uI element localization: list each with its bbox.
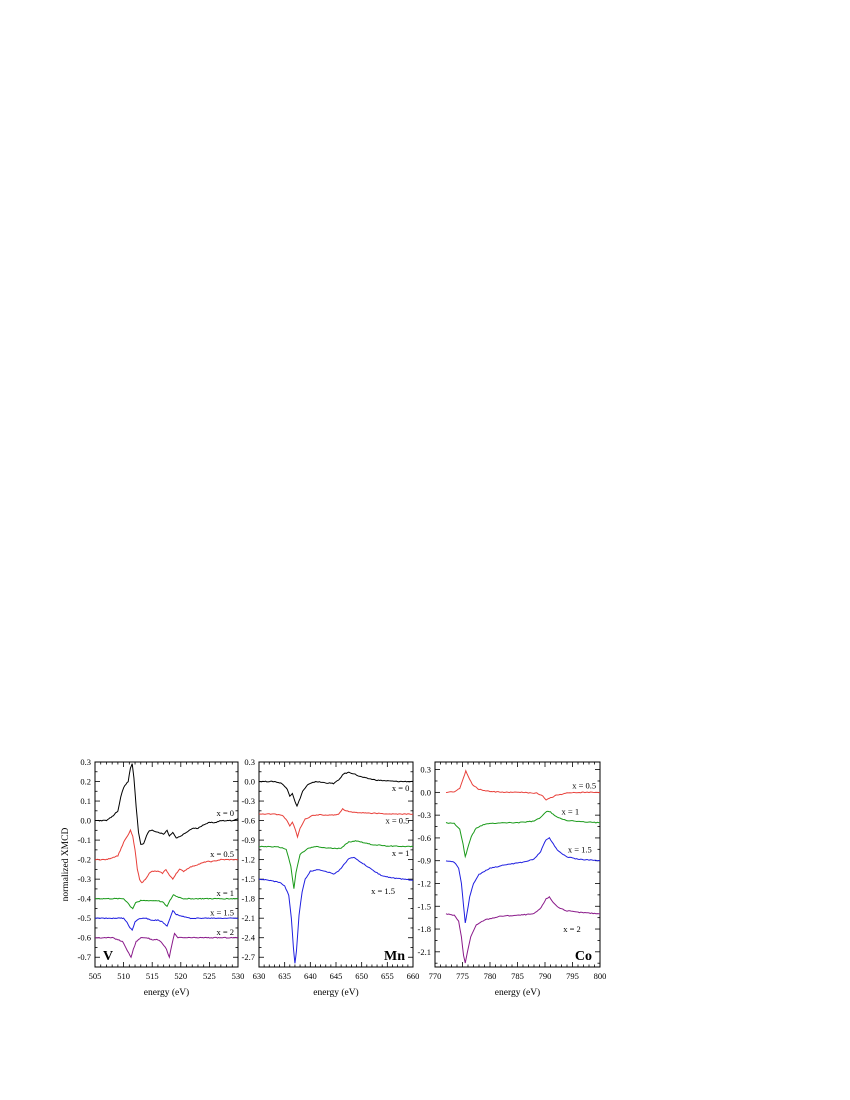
series-label: x = 2: [216, 927, 234, 937]
x-axis-label: energy (eV): [144, 987, 189, 998]
x-tick-label: 525: [203, 971, 216, 981]
y-tick-label: -0.7: [78, 952, 91, 962]
y-tick-label: 0.1: [80, 796, 91, 806]
y-tick-label: 0.2: [80, 777, 91, 787]
y-tick-label: 0.3: [244, 757, 255, 767]
x-tick-label: 520: [174, 971, 187, 981]
y-tick-label: -0.4: [78, 894, 92, 904]
x-tick-label: 655: [381, 971, 394, 981]
panel-mn: 630 635 640 645 650 655 660 0.3 0.0 -0.3 -0.6 -0.9 -…: [242, 757, 420, 998]
x-tick-label: 530: [232, 971, 245, 981]
x-tick-label: 630: [253, 971, 266, 981]
series-label: x = 0: [392, 783, 410, 793]
series-line-x-1.5: [94, 909, 239, 932]
series-label: x = 0.5: [385, 816, 409, 826]
y-tick-label: -1.8: [242, 894, 255, 904]
x-tick-label: 770: [429, 971, 442, 981]
y-tick-label: 0.0: [420, 787, 431, 797]
panel-letter: Mn: [384, 949, 405, 964]
series-label: x = 1.5: [371, 886, 395, 896]
panel-co: 770 775 780 785 790 795 800 0.3 0.0 -0.3 -0.6 -0.9 -…: [418, 761, 607, 998]
x-tick-label: 515: [146, 971, 159, 981]
y-tick-label: -0.9: [242, 835, 255, 845]
x-tick-label: 505: [89, 971, 102, 981]
x-tick-label: 510: [117, 971, 130, 981]
y-tick-label: 0.3: [420, 765, 431, 775]
plot-frame: [258, 761, 414, 968]
series-label: x = 1: [392, 848, 410, 858]
y-tick-label: 0.0: [244, 777, 255, 787]
y-tick-label: -1.5: [418, 901, 431, 911]
y-tick-label: 0.0: [80, 816, 91, 826]
series-label: x = 0.5: [210, 849, 234, 859]
plot-frame: [94, 761, 239, 968]
series-line-x-0.5: [258, 807, 414, 839]
y-tick-label: -0.2: [78, 855, 91, 865]
x-tick-label: 640: [304, 971, 317, 981]
series-line-x-0.5: [94, 828, 239, 884]
y-tick-label: -0.6: [418, 833, 431, 843]
x-axis-label: energy (eV): [313, 987, 358, 998]
y-tick-label: -2.4: [242, 933, 256, 943]
panel-letter: Co: [575, 949, 592, 964]
y-tick-label: -0.3: [418, 810, 431, 820]
y-tick-label: 0.3: [80, 757, 91, 767]
panel-v: 505 510 515 520 525 530 0.3 0.2 0.1 0.0 -0.1 -0.2 -0…: [61, 757, 244, 998]
y-tick-label: -1.8: [418, 924, 431, 934]
x-tick-label: 635: [278, 971, 291, 981]
y-axis-label: normalized XMCD: [61, 828, 71, 902]
y-tick-label: -2.1: [242, 913, 255, 923]
series-line-x-2: [445, 896, 601, 964]
y-tick-label: -2.7: [242, 952, 255, 962]
x-tick-label: 660: [407, 971, 420, 981]
series-line-x-1: [445, 810, 601, 859]
series-label: x = 1.5: [210, 907, 234, 917]
y-tick-label: -0.6: [78, 933, 91, 943]
panel-letter: V: [103, 949, 113, 964]
x-tick-label: 775: [456, 971, 469, 981]
series-label: x = 1: [216, 888, 234, 898]
series-line-x-0.5: [445, 769, 601, 801]
x-tick-label: 790: [539, 971, 552, 981]
series-label: x = 1: [562, 806, 580, 816]
y-tick-label: -1.5: [242, 874, 255, 884]
y-tick-label: -0.3: [242, 796, 255, 806]
series-label: x = 2: [563, 924, 581, 934]
series-line-x-1: [94, 894, 239, 910]
series-line-x-2: [94, 932, 239, 960]
series-label: x = 1.5: [568, 844, 592, 854]
series-line-x-0: [258, 771, 414, 808]
y-tick-label: -0.6: [242, 816, 255, 826]
y-tick-label: -0.9: [418, 856, 431, 866]
series-line-x-1: [258, 840, 414, 889]
y-tick-label: -1.2: [418, 878, 431, 888]
y-tick-label: -0.5: [78, 913, 91, 923]
x-tick-label: 800: [594, 971, 607, 981]
series-line-x-0: [94, 763, 239, 845]
x-tick-label: 780: [484, 971, 497, 981]
x-tick-label: 645: [330, 971, 343, 981]
y-tick-label: -0.3: [78, 874, 91, 884]
x-tick-label: 785: [511, 971, 524, 981]
series-line-x-1.5: [445, 837, 601, 924]
y-tick-label: -2.1: [418, 947, 431, 957]
series-line-x-1.5: [258, 856, 414, 964]
y-tick-label: -0.1: [78, 835, 91, 845]
x-tick-label: 650: [355, 971, 368, 981]
series-label: x = 0: [216, 808, 234, 818]
series-label: x = 0.5: [572, 781, 596, 791]
y-tick-label: -1.2: [242, 855, 255, 865]
x-axis-label: energy (eV): [495, 987, 540, 998]
x-tick-label: 795: [566, 971, 579, 981]
